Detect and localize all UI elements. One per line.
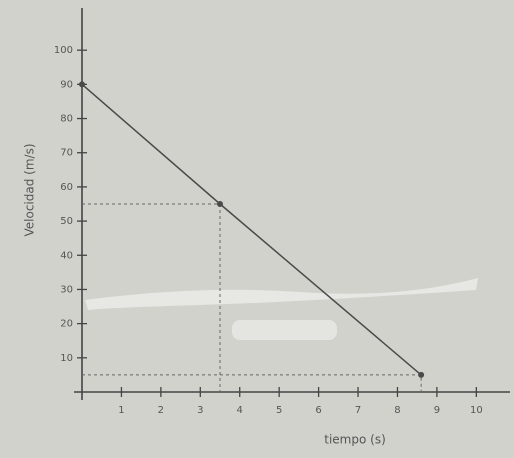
y-tick-label: 70: [60, 148, 73, 159]
x-tick-label: 6: [315, 405, 321, 416]
x-tick-label: 7: [355, 405, 361, 416]
y-tick-label: 60: [60, 182, 73, 193]
y-tick-label: 100: [54, 45, 73, 56]
guide-line: [82, 374, 422, 392]
data-point: [217, 201, 224, 207]
x-tick-label: 9: [434, 405, 440, 416]
data-point: [418, 371, 425, 378]
smudge: [232, 320, 337, 340]
x-tick-label: 1: [118, 405, 124, 416]
x-tick-label: 4: [237, 405, 243, 416]
x-axis-label: tiempo (s): [324, 433, 386, 447]
y-tick-label: 40: [60, 250, 73, 261]
y-axis-label: Velocidad (m/s): [23, 143, 37, 236]
y-tick-label: 90: [60, 79, 73, 90]
y-tick-label: 50: [60, 216, 73, 227]
y-tick-label: 10: [60, 353, 73, 364]
x-tick-label: 3: [197, 405, 203, 416]
x-tick-label: 5: [276, 405, 282, 416]
x-tick-label: 10: [470, 405, 483, 416]
smudge: [85, 278, 478, 310]
y-tick-label: 30: [60, 284, 73, 295]
x-tick-label: 2: [158, 405, 164, 416]
x-tick-label: 8: [394, 405, 400, 416]
y-tick-label: 80: [60, 114, 73, 125]
y-tick-label: 20: [60, 319, 73, 330]
data-point: [79, 81, 85, 88]
